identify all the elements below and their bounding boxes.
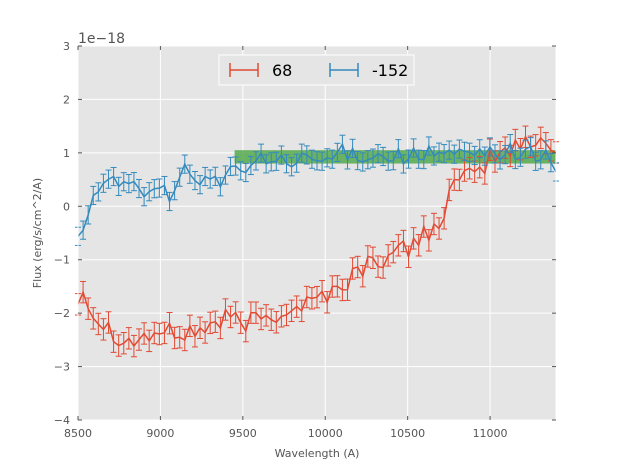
y-tick-label: 1 (63, 147, 70, 160)
x-axis-label: Wavelength (A) (275, 447, 360, 460)
x-tick-label: 10000 (308, 427, 343, 440)
series-layer (75, 125, 559, 358)
y-offset-label: 1e−18 (78, 31, 125, 47)
axis-ticks: 8500 9000 9500 10000 10500 11000 −4 −3 −2 −1 0 1 2 3 (54, 40, 556, 440)
x-tick-label: 9000 (146, 427, 174, 440)
series-line (77, 134, 557, 348)
y-axis-label: Flux (erg/s/cm^2/A) (31, 178, 44, 288)
y-tick-label: −2 (54, 307, 70, 320)
plot-background (78, 46, 556, 420)
legend-entry-68: 68 (229, 61, 292, 80)
plot-frame (77, 45, 557, 421)
legend-entry-152: -152 (329, 61, 408, 80)
y-tick-label: 2 (63, 93, 70, 106)
x-tick-label: 8500 (64, 427, 92, 440)
x-tick-label: 11000 (473, 427, 508, 440)
y-tick-label: 3 (63, 40, 70, 53)
y-tick-label: −4 (54, 414, 70, 427)
y-tick-label: 0 (63, 200, 70, 213)
legend-label-152: -152 (372, 61, 408, 80)
series-line (77, 141, 557, 237)
series-152 (75, 134, 559, 246)
y-tick-label: −1 (54, 254, 70, 267)
legend-label-68: 68 (272, 61, 292, 80)
y-tick-label: −3 (54, 361, 70, 374)
legend: 68 -152 (218, 54, 415, 86)
x-tick-label: 9500 (229, 427, 257, 440)
x-tick-label: 10500 (390, 427, 425, 440)
